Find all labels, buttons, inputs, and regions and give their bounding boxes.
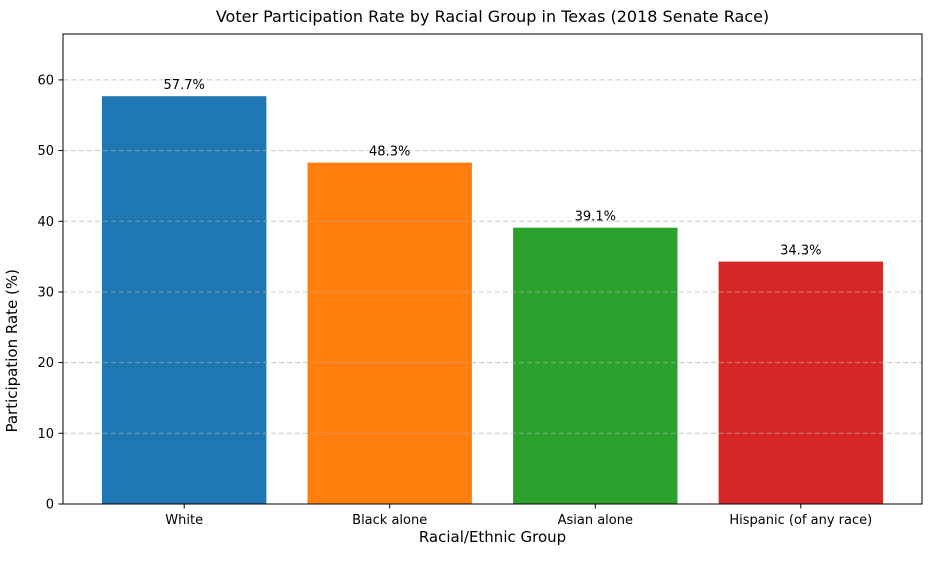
y-tick-label-20: 20 (37, 356, 54, 371)
bar-value-label-2: 39.1% (575, 210, 616, 225)
x-tick-label-1: Black alone (352, 513, 427, 528)
y-tick-label-50: 50 (37, 144, 54, 159)
chart-title: Voter Participation Rate by Racial Group… (215, 7, 770, 26)
x-tick-label-2: Asian alone (558, 513, 633, 528)
x-tick-label-0: White (165, 513, 203, 528)
bar-hispanic-of-any-race (718, 261, 883, 504)
bar-black-alone (307, 162, 472, 504)
y-tick-label-10: 10 (37, 427, 54, 442)
bar-asian-alone (513, 227, 678, 504)
bar-white (102, 96, 267, 504)
x-tick-label-3: Hispanic (of any race) (729, 513, 872, 528)
bar-value-label-0: 57.7% (164, 78, 205, 93)
y-tick-label-0: 0 (46, 498, 54, 513)
axes-spines (62, 33, 923, 505)
bar-value-label-3: 34.3% (780, 244, 821, 259)
y-tick-label-40: 40 (37, 215, 54, 230)
x-axis-title: Racial/Ethnic Group (418, 528, 567, 546)
y-tick-label-30: 30 (37, 286, 54, 301)
bar-value-label-1: 48.3% (369, 145, 410, 160)
y-tick-label-60: 60 (37, 73, 54, 88)
